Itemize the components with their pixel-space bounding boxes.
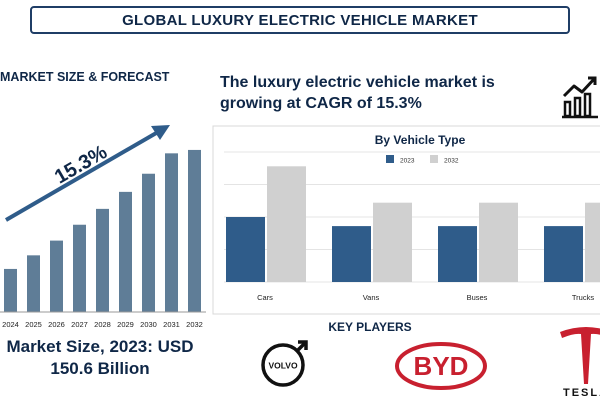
- forecast-year-label: 2027: [71, 320, 88, 329]
- growth-chart-icon: [562, 76, 598, 119]
- vehicle-type-bar-chart: By Vehicle Type 2023 2032 Cars Vans Buses Truc…: [212, 125, 600, 315]
- market-size-heading: MARKET SIZE & FORECAST: [0, 70, 170, 84]
- forecast-year-label: 2024: [2, 320, 19, 329]
- market-size-callout: Market Size, 2023: USD 150.6 Billion: [0, 336, 200, 380]
- legend-swatch: [430, 155, 438, 163]
- vehicle-bar-2023: [438, 226, 477, 282]
- vehicle-bar-2023: [332, 226, 371, 282]
- vehicle-category-label: Trucks: [572, 293, 594, 302]
- forecast-year-label: 2029: [117, 320, 134, 329]
- forecast-bar: [96, 208, 109, 312]
- forecast-bar: [27, 255, 40, 312]
- vehicle-category-label: Vans: [363, 293, 380, 302]
- vehicle-bar-2032: [267, 166, 306, 282]
- forecast-bar: [73, 224, 86, 312]
- forecast-bar: [4, 268, 17, 312]
- vehicle-chart-title: By Vehicle Type: [375, 133, 466, 147]
- tesla-logo: TESLA: [560, 327, 600, 399]
- page-title: GLOBAL LUXURY ELECTRIC VEHICLE MARKET: [30, 6, 570, 34]
- growth-arrow-head: [151, 125, 170, 140]
- legend-label: 2032: [444, 158, 459, 165]
- forecast-year-label: 2028: [94, 320, 111, 329]
- vehicle-bar-2023: [544, 226, 583, 282]
- byd-logo: BYD: [395, 342, 487, 390]
- forecast-year-label: 2030: [140, 320, 157, 329]
- svg-text:VOLVO: VOLVO: [268, 361, 298, 371]
- forecast-year-label: 2025: [25, 320, 42, 329]
- vehicle-chart-frame: [212, 125, 600, 315]
- vehicle-bar-2032: [479, 202, 518, 282]
- legend-swatch: [386, 155, 394, 163]
- forecast-bar: [188, 149, 201, 312]
- forecast-year-label: 2026: [48, 320, 65, 329]
- cagr-statement: The luxury electric vehicle market is gr…: [220, 74, 495, 112]
- market-size-line-1: Market Size, 2023: USD: [6, 337, 194, 356]
- forecast-bar: [142, 173, 155, 312]
- growth-rate-label: 15.3%: [51, 141, 111, 189]
- vehicle-category-label: Buses: [467, 293, 488, 302]
- legend-label: 2023: [400, 158, 415, 165]
- market-size-line-2: 150.6 Billion: [50, 359, 150, 378]
- vehicle-bar-2023: [226, 217, 265, 282]
- vehicle-bar-2032: [373, 202, 412, 282]
- svg-text:TESLA: TESLA: [563, 387, 600, 399]
- forecast-bar: [119, 191, 132, 312]
- forecast-year-label: 2032: [186, 320, 203, 329]
- vehicle-bar-2032: [585, 202, 600, 282]
- vehicle-category-label: Cars: [257, 293, 273, 302]
- forecast-bar-chart: 2024 2025 2026 2027 2028 2029 2030 2031 2032 15.3…: [0, 125, 206, 329]
- key-players-title: KEY PLAYERS: [328, 320, 412, 334]
- svg-text:BYD: BYD: [414, 351, 469, 381]
- forecast-year-label: 2031: [163, 320, 180, 329]
- growth-arrow: [4, 130, 160, 222]
- forecast-bar: [50, 240, 63, 312]
- forecast-bar: [165, 153, 178, 312]
- volvo-logo: VOLVO: [261, 340, 308, 387]
